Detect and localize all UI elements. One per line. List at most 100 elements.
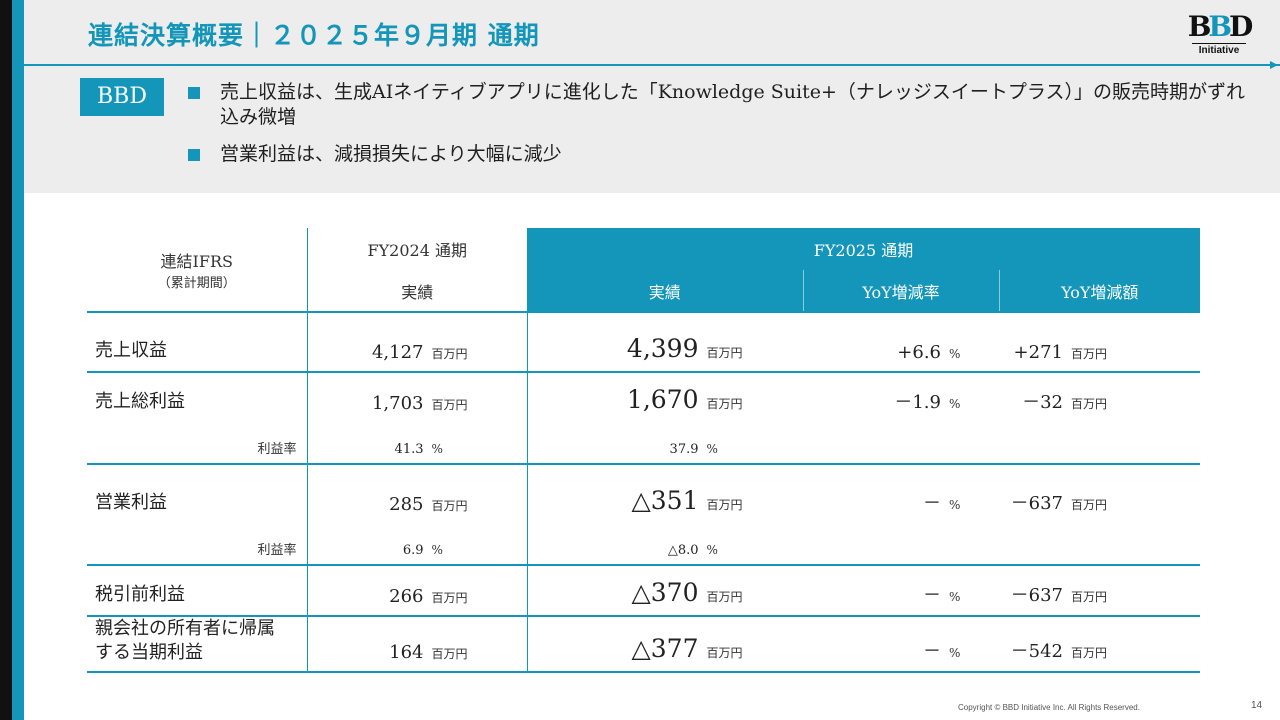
- fy2024-value-cell: 266 百万円: [306, 564, 527, 616]
- fy2025-value: 4,399: [626, 334, 699, 363]
- yoy-rate-value: －: [923, 493, 941, 514]
- yoy-rate-cell: －%: [803, 615, 999, 673]
- fy2025-actual-header: 実績: [527, 270, 803, 312]
- yoy-amount-cell: +271 百万円: [999, 311, 1201, 372]
- unit: 百万円: [1071, 397, 1108, 411]
- left-edge-accent: [12, 0, 24, 720]
- empty-cell: [999, 523, 1200, 565]
- table-row: 税引前利益 266 百万円 △370 百万円 －% －637 百万円: [87, 564, 1201, 616]
- yoy-rate-cell: －1.9%: [803, 371, 999, 422]
- header-band: [24, 0, 1280, 193]
- fy2024-value: 4,127: [371, 342, 424, 363]
- unit: 百万円: [706, 498, 743, 512]
- fy2025-value-cell: △351 百万円: [526, 463, 803, 523]
- empty-cell: [803, 523, 999, 565]
- page-title: 連結決算概要｜２０２５年９月期 通期: [88, 21, 540, 50]
- fy2024-margin: 41.3: [394, 442, 424, 457]
- table-row: 営業利益 285 百万円 △351 百万円 －% －637 百万円: [87, 463, 1201, 523]
- unit: 百万円: [1071, 347, 1108, 361]
- square-bullet-icon: [188, 87, 210, 99]
- fy2025-margin: △8.0: [667, 543, 699, 558]
- fy2024-header: FY2024 通期: [367, 241, 467, 260]
- summary-bullets: 売上収益は、生成AIネイティブアプリに進化した「Knowledge Suite+…: [188, 80, 1258, 179]
- yoy-rate-header: YoY増減率: [802, 270, 999, 312]
- fy2024-value-cell: 1,703 百万円: [306, 371, 527, 422]
- yoy-amount-value: +271: [1013, 342, 1063, 363]
- fy2025-margin-cell: 37.9%: [526, 422, 803, 464]
- fy2024-value-cell: 285 百万円: [306, 463, 527, 523]
- fy2024-margin: 6.9: [402, 543, 424, 558]
- table-row-margin: 利益率 41.3% 37.9%: [87, 422, 1200, 464]
- empty-cell: [999, 422, 1200, 464]
- fy2024-actual-header: 実績: [401, 282, 434, 302]
- page-number: 14: [1251, 700, 1263, 711]
- row-label-line1: 親会社の所有者に帰属: [95, 618, 275, 639]
- empty-cell: [803, 422, 999, 464]
- fy2024-value: 285: [389, 494, 424, 515]
- bullet-item: 売上収益は、生成AIネイティブアプリに進化した「Knowledge Suite+…: [188, 80, 1258, 130]
- unit: %: [706, 543, 718, 557]
- fy2025-value-cell: 1,670 百万円: [526, 371, 803, 422]
- unit: 百万円: [1071, 498, 1108, 512]
- unit: 百万円: [706, 590, 743, 604]
- yoy-rate-value: －: [923, 641, 941, 662]
- fy2025-value: △370: [631, 578, 699, 607]
- title-rule-arrow: [1270, 61, 1278, 69]
- company-logo: BBD Initiative: [1186, 10, 1254, 60]
- margin-label: 利益率: [257, 442, 297, 457]
- fy2024-value: 266: [389, 586, 424, 607]
- fy2024-value: 164: [389, 642, 424, 663]
- copyright-footer: Copyright © BBD Initiative Inc. All Righ…: [958, 703, 1140, 712]
- yoy-amount-cell: －32 百万円: [999, 371, 1201, 422]
- yoy-amount-value: －542: [1010, 641, 1063, 662]
- fy2024-value: 1,703: [371, 393, 424, 414]
- square-bullet-icon: [188, 149, 210, 161]
- yoy-amount-cell: －542 百万円: [999, 615, 1201, 673]
- unit: 百万円: [431, 647, 468, 661]
- row-label-line2: する当期利益: [95, 642, 203, 663]
- yoy-amount-value: －637: [1010, 493, 1063, 514]
- yoy-amount-cell: －637 百万円: [999, 463, 1201, 523]
- fy2025-value-cell: △377 百万円: [526, 615, 803, 673]
- fy2025-value-cell: △370 百万円: [526, 564, 803, 616]
- fy2025-value: △351: [631, 486, 699, 515]
- yoy-amount-header: YoY増減額: [998, 270, 1201, 312]
- unit: 百万円: [706, 346, 743, 360]
- unit: 百万円: [706, 646, 743, 660]
- header-label-main: 連結IFRS: [160, 252, 233, 271]
- unit: %: [706, 442, 718, 456]
- yoy-amount-value: －637: [1010, 585, 1063, 606]
- row-label: 売上総利益: [87, 371, 307, 422]
- row-label: 営業利益: [87, 463, 307, 523]
- unit: %: [431, 543, 443, 557]
- fy2025-header: FY2025 通期: [527, 228, 1201, 270]
- yoy-amount-value: －32: [1022, 392, 1063, 413]
- financial-table: 連結IFRS （累計期間） FY2024 通期 FY2025 通期 実績 実績 …: [87, 228, 1201, 673]
- logo-mark: BBD: [1187, 10, 1254, 43]
- header-label-sub: （累計期間）: [157, 276, 236, 291]
- fy2025-margin: 37.9: [669, 442, 699, 457]
- table-row: 親会社の所有者に帰属 する当期利益 164 百万円 △377 百万円 －% －542…: [87, 615, 1201, 673]
- unit: 百万円: [706, 397, 743, 411]
- yoy-rate-value: +6.6: [897, 342, 941, 363]
- table-header-label: 連結IFRS （累計期間）: [87, 228, 308, 312]
- yoy-rate-cell: +6.6%: [803, 311, 999, 372]
- unit: %: [949, 397, 961, 411]
- bullet-text: 売上収益は、生成AIネイティブアプリに進化した「Knowledge Suite+…: [220, 81, 1246, 128]
- title-rule: [24, 64, 1280, 66]
- row-label: 税引前利益: [87, 564, 307, 616]
- unit: %: [949, 590, 961, 604]
- table-row: 売上収益 4,127 百万円 4,399 百万円 +6.6% +271 百万円: [87, 311, 1201, 372]
- bbd-badge: BBD: [80, 78, 164, 116]
- unit: 百万円: [1071, 646, 1108, 660]
- unit: %: [949, 347, 961, 361]
- unit: 百万円: [1071, 590, 1108, 604]
- yoy-rate-cell: －%: [803, 463, 999, 523]
- fy2024-value-cell: 4,127 百万円: [306, 311, 527, 372]
- fy2025-value: △377: [631, 634, 699, 663]
- fy2024-margin-cell: 41.3%: [306, 422, 527, 464]
- unit: 百万円: [431, 591, 468, 605]
- fy2025-value: 1,670: [626, 385, 699, 414]
- margin-label: 利益率: [257, 543, 297, 558]
- yoy-rate-value: －: [923, 585, 941, 606]
